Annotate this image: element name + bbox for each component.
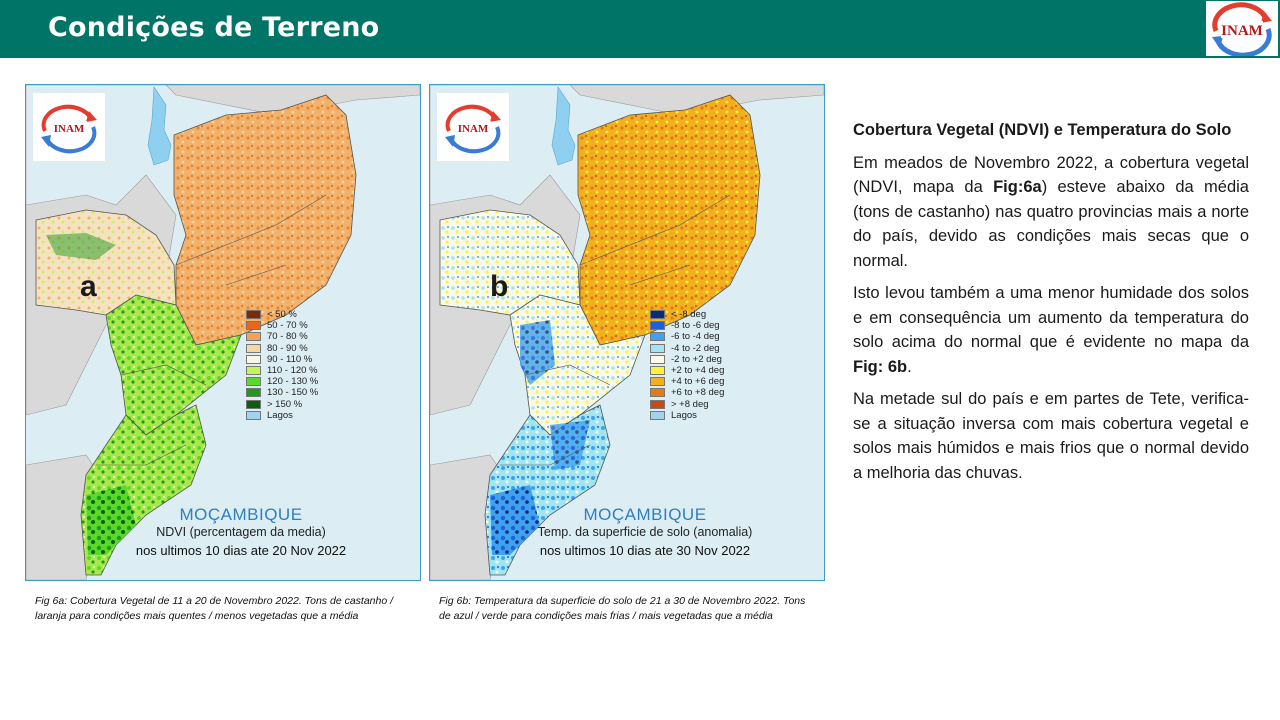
map-b-letter: b <box>490 270 509 303</box>
legend-swatch <box>650 310 665 320</box>
legend-item: 80 - 90 % <box>246 343 318 354</box>
legend-item: Lagos <box>650 410 724 421</box>
legend-item: 90 - 110 % <box>246 354 318 365</box>
legend-item: -6 to -4 deg <box>650 331 724 342</box>
legend-swatch <box>650 354 665 364</box>
lst-legend: < -8 deg -8 to -6 deg -6 to -4 deg -4 to -2… <box>650 309 724 421</box>
legend-label: Lagos <box>671 409 697 421</box>
legend-label: 90 - 110 % <box>267 353 313 365</box>
paragraph-1: Em meados de Novembro 2022, a cobertura … <box>853 153 1249 270</box>
page-title: Condições de Terreno <box>48 12 380 43</box>
paragraph-2: Isto levou também a uma menor humidade d… <box>853 284 1249 376</box>
legend-label: 80 - 90 % <box>267 342 308 354</box>
legend-label: 110 - 120 % <box>267 365 318 377</box>
legend-label: 120 - 130 % <box>267 376 319 388</box>
legend-item: -4 to -2 deg <box>650 343 724 354</box>
legend-item: Lagos <box>246 410 318 421</box>
legend-swatch <box>246 388 261 398</box>
map-a-period: nos ultimos 10 dias ate 20 Nov 2022 <box>135 543 347 558</box>
inam-map-logo: INAM <box>437 93 509 161</box>
legend-label: -8 to -6 deg <box>671 320 720 332</box>
legend-item: 50 - 70 % <box>246 320 318 331</box>
legend-label: -6 to -4 deg <box>671 331 720 343</box>
map-a-letter: a <box>80 270 97 303</box>
svg-text:INAM: INAM <box>458 123 489 135</box>
svg-text:INAM: INAM <box>54 123 85 135</box>
section-heading: Cobertura Vegetal (NDVI) e Temperatura d… <box>853 121 1232 139</box>
legend-item: 70 - 80 % <box>246 331 318 342</box>
svg-text:INAM: INAM <box>1221 23 1263 39</box>
legend-item: +4 to +6 deg <box>650 376 724 387</box>
header-bar: Condições de Terreno INAM <box>0 0 1280 58</box>
inam-map-logo: INAM <box>33 93 105 161</box>
fig-6b-caption: Fig 6b: Temperatura da superficie do sol… <box>439 595 806 622</box>
legend-item: -2 to +2 deg <box>650 354 724 365</box>
legend-label: < 50 % <box>267 309 297 321</box>
legend-item: < 50 % <box>246 309 318 320</box>
legend-label: +6 to +8 deg <box>671 387 725 399</box>
ndvi-map <box>26 85 420 580</box>
legend-label: -4 to -2 deg <box>671 342 720 354</box>
legend-swatch <box>650 366 665 376</box>
legend-swatch <box>246 343 261 353</box>
lst-map-panel: INAM b < -8 deg -8 to -6 deg -6 to -4 deg -… <box>429 84 825 581</box>
ndvi-map-panel: INAM a < 50 % 50 - 70 % 70 - 80 % 80 - 90 %… <box>25 84 421 581</box>
legend-label: > +8 deg <box>671 398 709 410</box>
legend-label: < -8 deg <box>671 309 707 321</box>
legend-item: -8 to -6 deg <box>650 320 724 331</box>
legend-item: 110 - 120 % <box>246 365 318 376</box>
legend-item: 120 - 130 % <box>246 376 318 387</box>
legend-swatch <box>246 310 261 320</box>
legend-swatch <box>650 399 665 409</box>
legend-swatch <box>650 343 665 353</box>
legend-swatch <box>650 388 665 398</box>
legend-swatch <box>650 410 665 420</box>
paragraph-3: Na metade sul do país e em partes de Tet… <box>853 390 1249 482</box>
legend-item: 130 - 150 % <box>246 387 318 398</box>
map-a-country: MOÇAMBIQUE <box>179 505 303 524</box>
legend-swatch <box>246 332 261 342</box>
legend-label: Lagos <box>267 409 293 421</box>
legend-label: -2 to +2 deg <box>671 353 722 365</box>
legend-label: 70 - 80 % <box>267 331 308 343</box>
legend-swatch <box>246 410 261 420</box>
legend-swatch <box>246 399 261 409</box>
legend-item: +2 to +4 deg <box>650 365 724 376</box>
ndvi-legend: < 50 % 50 - 70 % 70 - 80 % 80 - 90 % 90 - 11… <box>246 309 318 421</box>
map-b-period: nos ultimos 10 dias ate 30 Nov 2022 <box>539 543 751 558</box>
legend-swatch <box>650 321 665 331</box>
lst-map <box>430 85 824 580</box>
legend-label: 130 - 150 % <box>267 387 319 399</box>
legend-swatch <box>650 377 665 387</box>
legend-item: +6 to +8 deg <box>650 387 724 398</box>
legend-swatch <box>650 332 665 342</box>
inam-logo: INAM <box>1206 1 1278 58</box>
legend-swatch <box>246 321 261 331</box>
description-text: Cobertura Vegetal (NDVI) e Temperatura d… <box>853 118 1249 493</box>
legend-item: > 150 % <box>246 399 318 410</box>
legend-item: < -8 deg <box>650 309 724 320</box>
legend-item: > +8 deg <box>650 399 724 410</box>
map-b-country: MOÇAMBIQUE <box>583 505 707 524</box>
legend-swatch <box>246 354 261 364</box>
fig-6a-caption: Fig 6a: Cobertura Vegetal de 11 a 20 de … <box>35 595 394 622</box>
legend-label: +2 to +4 deg <box>671 365 725 377</box>
legend-swatch <box>246 366 261 376</box>
map-b-subtitle: Temp. da superficie de solo (anomalia) <box>537 525 753 539</box>
legend-label: 50 - 70 % <box>267 320 308 332</box>
legend-swatch <box>246 377 261 387</box>
legend-label: > 150 % <box>267 398 303 410</box>
legend-label: +4 to +6 deg <box>671 376 725 388</box>
map-a-subtitle: NDVI (percentagem da media) <box>156 525 326 539</box>
